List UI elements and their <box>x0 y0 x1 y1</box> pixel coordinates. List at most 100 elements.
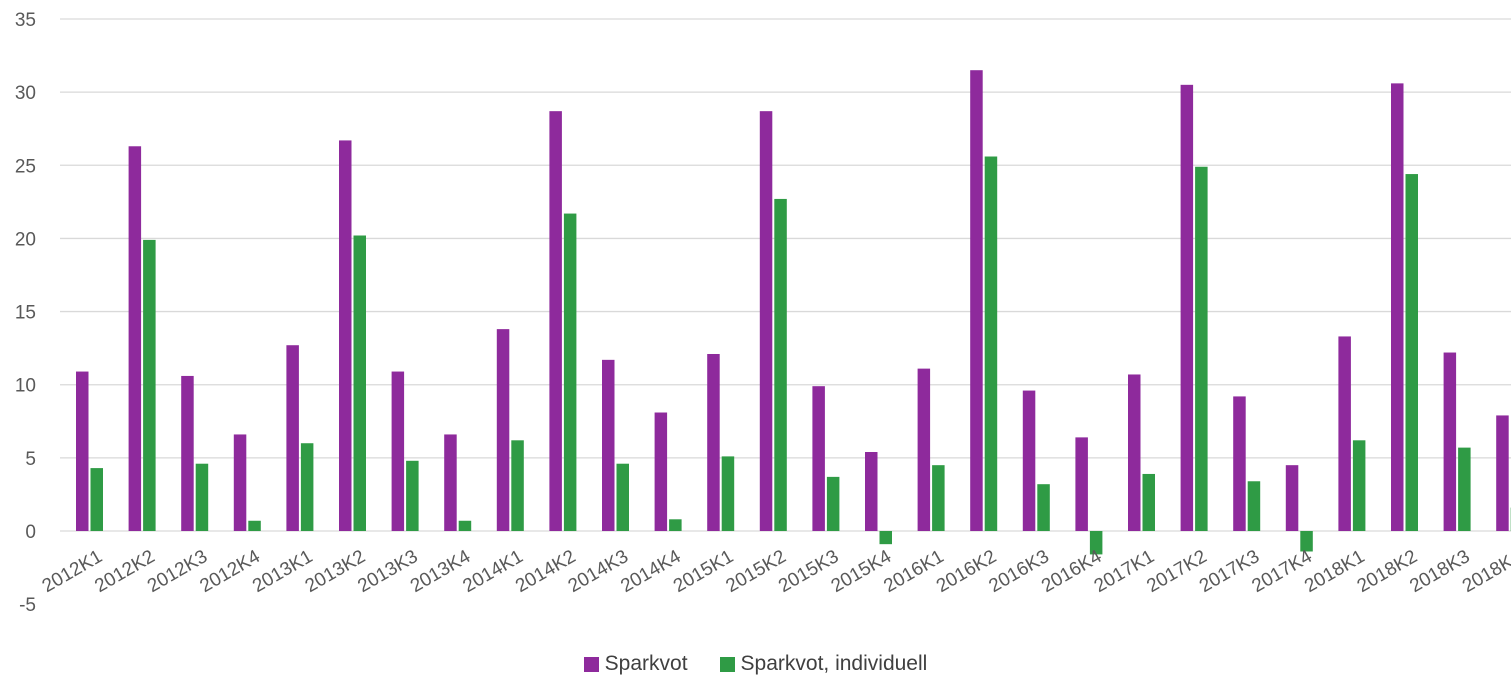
bar-sparkvot-2013K1 <box>286 345 299 531</box>
bar-sparkvot-2012K4 <box>233 434 247 531</box>
y-tick-label: 30 <box>15 83 36 104</box>
bar-sparkvot-2016K4 <box>1075 437 1088 531</box>
legend-swatch-series-2 <box>719 656 735 672</box>
bar-sparkvot-individuell-2014K4 <box>669 519 682 531</box>
x-tick-label: 2015K4 <box>828 546 896 597</box>
bar-sparkvot-2018K3 <box>1443 352 1457 531</box>
x-tick-label: 2012K4 <box>197 546 265 597</box>
bar-sparkvot-individuell-2012K1 <box>90 468 103 531</box>
bar-sparkvot-2012K1 <box>76 371 89 531</box>
legend-item-series-1[interactable]: Sparkvot <box>583 652 688 676</box>
x-tick-label: 2015K1 <box>670 546 737 597</box>
bar-sparkvot-2013K3 <box>391 371 405 531</box>
x-tick-label: 2013K2 <box>302 546 369 597</box>
x-tick-label: 2014K2 <box>512 546 579 597</box>
legend-label-series-2: Sparkvot, individuell <box>740 652 928 675</box>
bar-sparkvot-2015K1 <box>707 353 720 531</box>
bar-sparkvot-2015K4 <box>865 452 878 531</box>
x-tick-label: 2016K4 <box>1038 546 1106 597</box>
bar-sparkvot-2018K4 <box>1496 415 1509 531</box>
bar-sparkvot-individuell-2015K3 <box>826 476 840 531</box>
x-tick-label: 2017K3 <box>1196 546 1263 597</box>
y-tick-label: 20 <box>15 229 36 250</box>
bar-sparkvot-2017K1 <box>1128 374 1141 531</box>
x-tick-label: 2013K3 <box>354 546 421 597</box>
bar-sparkvot-individuell-2015K2 <box>774 198 787 531</box>
bar-sparkvot-2014K1 <box>496 329 510 531</box>
bar-sparkvot-2016K1 <box>917 368 931 531</box>
x-tick-label: 2014K3 <box>565 546 632 597</box>
x-tick-label: 2013K1 <box>249 546 316 597</box>
bar-sparkvot-individuell-2017K1 <box>1142 473 1155 531</box>
bar-sparkvot-2016K3 <box>1022 390 1036 531</box>
x-tick-label: 2014K4 <box>617 546 685 597</box>
x-tick-label: 2017K4 <box>1249 546 1317 597</box>
x-tick-label: 2012K1 <box>39 546 106 597</box>
bar-sparkvot-individuell-2017K4 <box>1300 531 1313 552</box>
legend-label-series-1: Sparkvot <box>604 652 688 675</box>
x-tick-label: 2016K3 <box>986 546 1053 597</box>
bar-sparkvot-individuell-2014K2 <box>563 213 577 531</box>
bar-sparkvot-2017K2 <box>1180 84 1194 531</box>
bar-sparkvot-individuell-2013K4 <box>458 520 472 531</box>
legend-item-series-2[interactable]: Sparkvot, individuell <box>719 652 928 676</box>
bar-sparkvot-individuell-2017K2 <box>1195 166 1208 531</box>
bar-sparkvot-2014K3 <box>602 359 615 531</box>
bar-sparkvot-individuell-2016K2 <box>984 156 998 531</box>
bars <box>76 70 1511 555</box>
bar-sparkvot-2014K2 <box>549 111 562 531</box>
bar-sparkvot-individuell-2015K1 <box>721 456 735 531</box>
bar-sparkvot-individuell-2014K1 <box>511 440 524 531</box>
x-axis-ticks: 2012K12012K22012K32012K42013K12013K22013… <box>39 546 1511 597</box>
y-tick-label: 10 <box>15 376 36 397</box>
bar-sparkvot-individuell-2013K1 <box>300 443 314 531</box>
y-tick-label: 25 <box>15 156 36 177</box>
bar-sparkvot-individuell-2017K3 <box>1247 481 1261 531</box>
bar-sparkvot-2012K2 <box>128 146 142 532</box>
y-tick-label: 35 <box>15 10 36 31</box>
x-tick-label: 2018K1 <box>1301 546 1368 597</box>
y-tick-label: 15 <box>15 303 36 324</box>
bar-sparkvot-2018K1 <box>1338 336 1351 531</box>
x-tick-label: 2012K2 <box>91 546 158 597</box>
bar-sparkvot-2013K4 <box>444 434 457 531</box>
bar-sparkvot-individuell-2012K3 <box>195 463 209 531</box>
legend-swatch-series-1 <box>583 656 599 672</box>
bar-sparkvot-individuell-2012K4 <box>248 520 261 531</box>
bar-sparkvot-2012K3 <box>181 375 194 531</box>
bar-sparkvot-individuell-2013K2 <box>353 235 366 531</box>
y-tick-label: 0 <box>25 522 36 543</box>
x-tick-label: 2016K2 <box>933 546 1000 597</box>
bar-sparkvot-individuell-2016K3 <box>1037 484 1050 531</box>
bar-sparkvot-2016K2 <box>970 70 983 531</box>
x-tick-label: 2018K3 <box>1406 546 1473 597</box>
y-tick-label: -5 <box>19 595 36 616</box>
x-tick-label: 2015K3 <box>775 546 842 597</box>
bar-sparkvot-individuell-2018K2 <box>1405 174 1418 531</box>
x-tick-label: 2012K3 <box>144 546 211 597</box>
bar-sparkvot-2013K2 <box>339 140 352 531</box>
x-tick-label: 2016K1 <box>880 546 947 597</box>
bar-sparkvot-individuell-2018K1 <box>1352 440 1366 531</box>
bar-sparkvot-individuell-2013K3 <box>406 460 419 531</box>
bar-sparkvot-individuell-2016K4 <box>1089 531 1103 555</box>
bar-sparkvot-2018K2 <box>1391 83 1404 531</box>
bar-sparkvot-2017K4 <box>1285 465 1299 531</box>
legend: Sparkvot Sparkvot, individuell <box>0 652 1511 676</box>
bar-sparkvot-individuell-2016K1 <box>932 465 945 531</box>
bar-sparkvot-2015K2 <box>759 111 773 531</box>
bar-sparkvot-individuell-2015K4 <box>879 531 892 545</box>
bar-sparkvot-individuell-2018K3 <box>1458 447 1471 531</box>
y-axis-ticks: -5 0 5 10 15 20 25 30 35 <box>15 10 36 616</box>
x-tick-label: 2017K2 <box>1143 546 1210 597</box>
bar-sparkvot-individuell-2014K3 <box>616 463 629 531</box>
bar-sparkvot-2015K3 <box>812 386 825 531</box>
y-tick-label: 5 <box>25 449 36 470</box>
x-tick-label: 2018K2 <box>1354 546 1421 597</box>
bar-sparkvot-individuell-2012K2 <box>143 239 156 532</box>
bar-sparkvot-2017K3 <box>1233 396 1246 531</box>
x-tick-label: 2015K2 <box>723 546 790 597</box>
x-tick-label: 2014K1 <box>460 546 527 597</box>
bar-sparkvot-2014K4 <box>654 412 668 531</box>
